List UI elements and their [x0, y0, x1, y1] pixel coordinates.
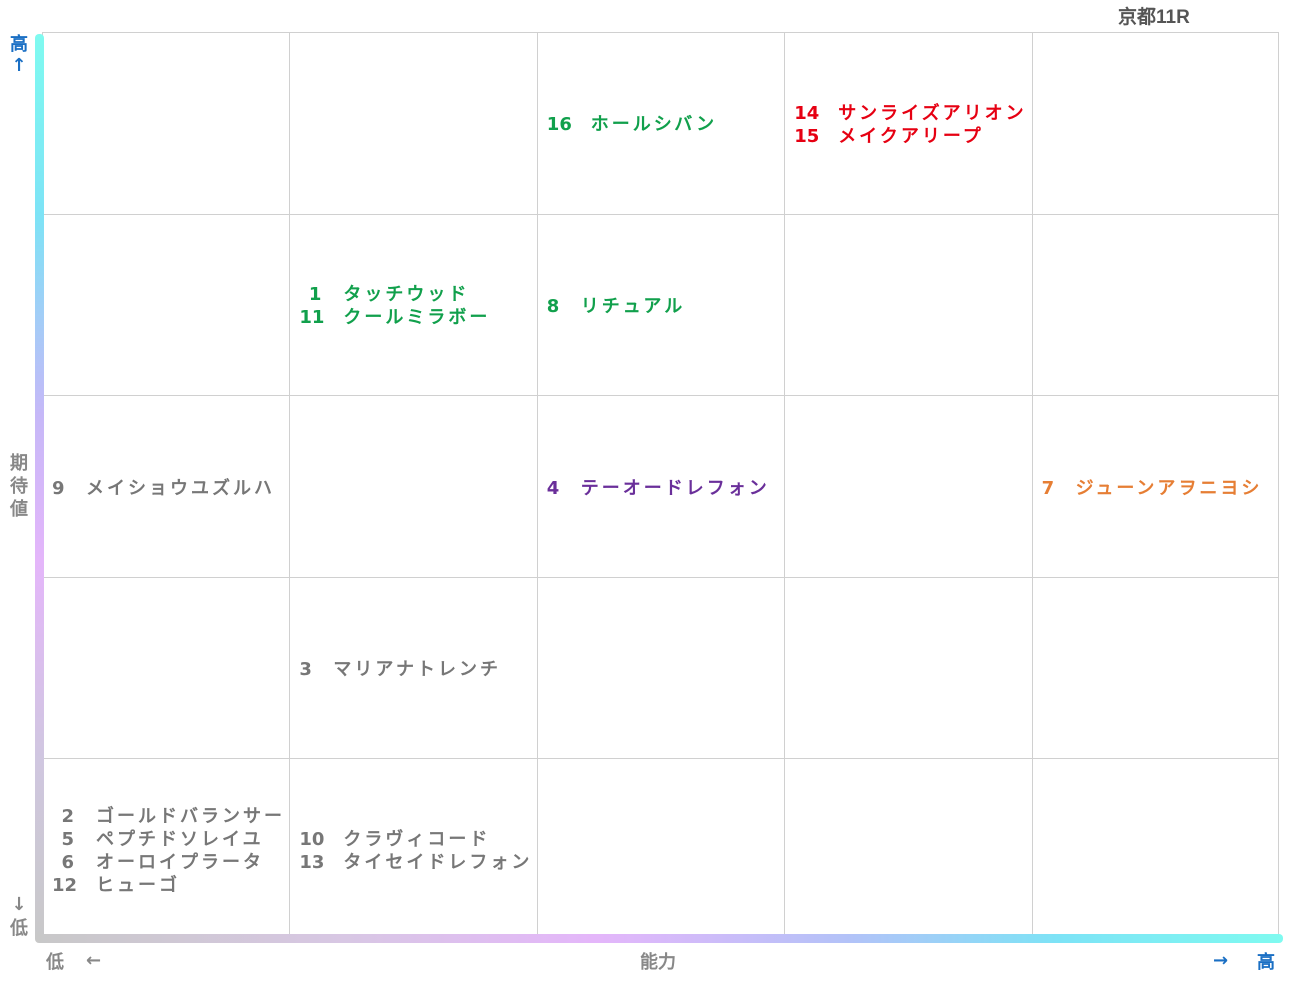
- horse-name: メイクアリープ: [838, 125, 984, 147]
- y-axis-down-arrow: ↓: [11, 894, 27, 915]
- horse-number: 1: [308, 284, 322, 306]
- x-axis-label: 能力: [640, 952, 676, 973]
- horse-entry: 2 ゴールドバランサー: [52, 805, 285, 828]
- horse-name: メイショウユズルハ: [86, 477, 275, 499]
- horse-name: クラヴィコード: [343, 829, 491, 851]
- grid-row-line: [42, 395, 1279, 396]
- grid-column-line: [784, 32, 785, 940]
- grid-row-line: [42, 214, 1279, 215]
- horse-name: ホールシバン: [590, 114, 718, 136]
- horse-number: 7: [1041, 477, 1055, 499]
- cell-entries: 2 ゴールドバランサー 5 ペプチドソレイユ 6 オーロイプラータ 12 ヒューゴ: [52, 805, 285, 897]
- chart-title: 京都11R: [1118, 7, 1190, 28]
- horse-name: クールミラボー: [343, 307, 491, 329]
- horse-name: タイセイドレフォン: [343, 852, 533, 874]
- y-axis-bar: [35, 34, 44, 942]
- y-axis-up-arrow: ↑: [11, 55, 27, 76]
- horse-entry: 16 ホールシバン: [547, 113, 717, 136]
- horse-number: 2: [61, 806, 74, 828]
- cell-entries: 10 クラヴィコード 13 タイセイドレフォン: [299, 828, 532, 874]
- horse-number: 16: [546, 114, 572, 136]
- horse-number: 12: [52, 875, 78, 897]
- horse-entry: 9 メイショウユズルハ: [52, 477, 275, 500]
- x-axis-right-arrow: →: [1213, 950, 1229, 971]
- grid-column-line: [1278, 32, 1279, 940]
- grid-row-line: [42, 758, 1279, 759]
- horse-number: 3: [299, 659, 312, 681]
- horse-entry: 7 ジューンアヲニヨシ: [1042, 477, 1263, 500]
- horse-name: リチュアル: [580, 295, 686, 317]
- horse-number: 9: [52, 477, 65, 499]
- cell-entries: 14 サンライズアリオン 15 メイクアリープ: [794, 102, 1026, 148]
- horse-name: マリアナトレンチ: [333, 659, 502, 681]
- horse-name: ヒューゴ: [96, 875, 180, 897]
- horse-name: テーオードレフォン: [580, 477, 770, 499]
- horse-number: 4: [546, 477, 560, 499]
- horse-name: ペプチドソレイユ: [96, 829, 264, 851]
- x-axis-high-label: 高: [1257, 952, 1275, 973]
- horse-entry: 10 クラヴィコード: [299, 828, 532, 851]
- horse-number: 10: [299, 829, 325, 851]
- x-axis-bar: [35, 934, 1283, 943]
- horse-number: 13: [299, 852, 325, 874]
- y-axis-label: 期待値: [10, 453, 28, 520]
- grid-column-line: [289, 32, 290, 940]
- horse-number: 15: [794, 125, 820, 147]
- horse-entry: 13 タイセイドレフォン: [299, 851, 532, 874]
- horse-entry: 11 クールミラボー: [299, 306, 490, 329]
- horse-entry: 12 ヒューゴ: [52, 874, 285, 897]
- horse-entry: 14 サンライズアリオン: [794, 102, 1026, 125]
- horse-entry: 1 タッチウッド: [299, 283, 490, 306]
- cell-entries: 16 ホールシバン: [547, 113, 717, 136]
- cell-entries: 8 リチュアル: [547, 295, 685, 318]
- horse-name: ジューンアヲニヨシ: [1075, 477, 1263, 499]
- horse-name: オーロイプラータ: [96, 852, 264, 874]
- horse-entry: 8 リチュアル: [547, 295, 685, 318]
- horse-name: ゴールドバランサー: [96, 806, 285, 828]
- horse-number: 14: [794, 102, 820, 124]
- x-axis-low-label: 低: [46, 952, 64, 973]
- horse-entry: 3 マリアナトレンチ: [299, 658, 501, 681]
- x-axis-left-arrow: ←: [86, 950, 102, 971]
- horse-number: 8: [546, 295, 560, 317]
- grid-column-line: [1032, 32, 1033, 940]
- horse-number: 6: [61, 852, 74, 874]
- horse-name: サンライズアリオン: [838, 102, 1027, 124]
- horse-entry: 15 メイクアリープ: [794, 125, 1026, 148]
- horse-name: タッチウッド: [343, 284, 470, 306]
- cell-entries: 7 ジューンアヲニヨシ: [1042, 477, 1263, 500]
- y-axis-low-label: 低: [10, 918, 28, 939]
- grid-row-line: [42, 577, 1279, 578]
- horse-number: 11: [299, 307, 325, 329]
- horse-number: 5: [61, 829, 74, 851]
- cell-entries: 3 マリアナトレンチ: [299, 658, 501, 681]
- y-axis-high-label: 高: [10, 34, 28, 55]
- horse-entry: 6 オーロイプラータ: [52, 851, 285, 874]
- cell-entries: 4 テーオードレフォン: [547, 477, 770, 500]
- horse-entry: 5 ペプチドソレイユ: [52, 828, 285, 851]
- grid-row-line: [42, 32, 1279, 33]
- cell-entries: 1 タッチウッド 11 クールミラボー: [299, 283, 490, 329]
- cell-entries: 9 メイショウユズルハ: [52, 477, 275, 500]
- grid-column-line: [537, 32, 538, 940]
- horse-entry: 4 テーオードレフォン: [547, 477, 770, 500]
